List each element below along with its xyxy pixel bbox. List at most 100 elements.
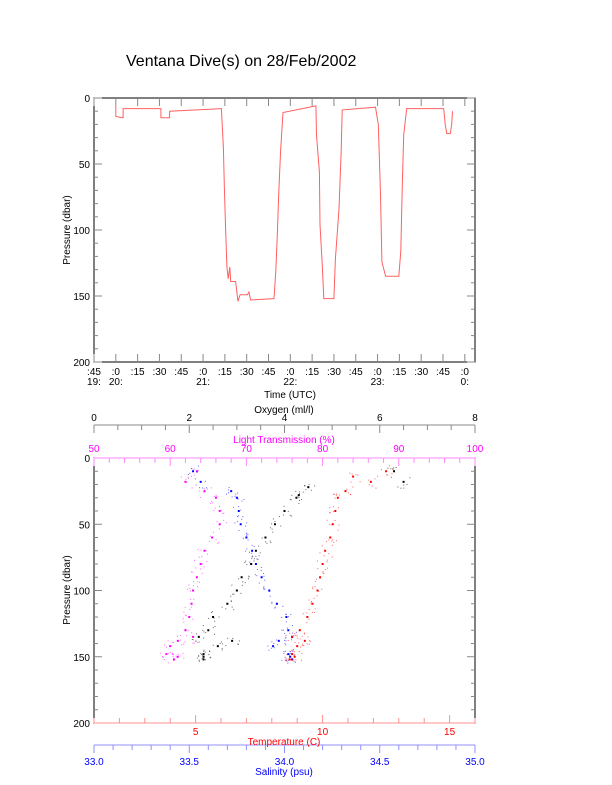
temperature-point	[352, 486, 354, 488]
oxygen-point	[248, 576, 250, 578]
temperature-point	[315, 578, 317, 580]
salinity-point	[277, 639, 280, 642]
oxygen-point	[308, 483, 310, 485]
oxygen-point	[298, 499, 300, 501]
light-transmission-point	[203, 549, 206, 552]
y-tick-label: 200	[73, 358, 90, 369]
oxygen-point	[266, 542, 268, 544]
oxygen-point	[265, 541, 267, 543]
light-transmission-point	[183, 657, 185, 659]
oxygen-point	[202, 653, 205, 656]
temperature-point	[392, 468, 394, 470]
oxygen-point	[395, 466, 397, 468]
oxygen-point	[202, 654, 204, 656]
salinity-point	[284, 637, 286, 639]
salinity-point	[189, 472, 191, 474]
temperature-point	[329, 506, 331, 508]
light-tick-label: 90	[393, 444, 405, 455]
x-tick-hour-label: 0:	[461, 377, 469, 388]
pressure-time-chart: 050100150200:4519::020::15:30:45:021::15…	[62, 94, 476, 401]
light-transmission-point	[167, 652, 169, 654]
temperature-point	[324, 549, 327, 552]
light-transmission-point	[218, 528, 220, 530]
light-transmission-point	[190, 599, 192, 601]
oxygen-point	[307, 486, 310, 489]
temperature-point	[285, 659, 287, 661]
oxygen-point	[212, 644, 214, 646]
oxygen-point	[400, 487, 402, 489]
temperature-point	[332, 511, 334, 513]
temperature-point	[371, 485, 373, 487]
salinity-point	[285, 640, 287, 642]
light-transmission-point	[190, 475, 192, 477]
salinity-point	[237, 516, 239, 518]
salinity-point	[291, 625, 293, 627]
oxygen-point	[213, 633, 215, 635]
salinity-point	[199, 480, 202, 483]
light-transmission-point	[199, 581, 201, 583]
salinity-tick-label: 33.0	[84, 757, 104, 768]
x-tick-label: :30	[240, 367, 254, 378]
salinity-point	[276, 639, 278, 641]
oxygen-point	[248, 551, 250, 553]
light-transmission-point	[172, 652, 174, 654]
oxygen-point	[209, 650, 211, 652]
salinity-point	[242, 516, 244, 518]
salinity-point	[263, 588, 265, 590]
light-transmission-point	[169, 645, 172, 648]
oxygen-point	[214, 620, 216, 622]
temperature-point	[316, 595, 318, 597]
salinity-point	[273, 643, 275, 645]
oxygen-point	[211, 612, 213, 614]
temperature-point	[359, 481, 361, 483]
light-transmission-point	[177, 653, 179, 655]
salinity-point	[194, 478, 196, 480]
salinity-tick-label: 34.5	[370, 757, 390, 768]
temperature-point	[293, 651, 295, 653]
light-transmission-point	[187, 630, 189, 632]
salinity-point	[268, 649, 270, 651]
light-transmission-point	[185, 635, 187, 637]
salinity-point	[254, 563, 257, 565]
oxygen-point	[271, 523, 273, 525]
x-tick-hour-label: 23:	[371, 377, 385, 388]
oxygen-point	[208, 617, 210, 619]
salinity-point	[282, 629, 284, 631]
temperature-point	[299, 629, 301, 631]
temperature-point	[369, 480, 372, 483]
oxygen-point	[271, 528, 273, 530]
temperature-point	[387, 474, 389, 476]
light-transmission-point	[188, 616, 191, 618]
temperature-point	[285, 635, 287, 637]
light-axis-title: Light Transmission (%)	[233, 435, 335, 446]
light-transmission-point	[185, 629, 187, 631]
light-transmission-point	[190, 602, 193, 605]
light-transmission-point	[193, 581, 195, 583]
temperature-point	[311, 602, 314, 605]
oxygen-point	[283, 505, 285, 507]
temperature-point	[291, 653, 293, 655]
y-tick-label: 150	[73, 653, 90, 664]
temperature-point	[314, 608, 316, 610]
salinity-point	[275, 602, 278, 605]
salinity-point	[274, 647, 276, 649]
salinity-point	[253, 545, 255, 547]
light-transmission-point	[184, 641, 186, 643]
salinity-point	[287, 629, 290, 632]
oxygen-point	[297, 495, 299, 497]
temperature-point	[368, 484, 370, 486]
temperature-point	[388, 465, 390, 467]
salinity-point	[254, 574, 256, 576]
light-transmission-point	[159, 652, 161, 654]
light-transmission-point	[180, 476, 182, 478]
light-transmission-point	[222, 512, 224, 514]
temperature-point	[329, 524, 331, 526]
light-transmission-point	[209, 535, 211, 537]
temperature-point	[298, 642, 300, 644]
oxygen-point	[299, 491, 301, 493]
oxygen-tick-label: 8	[472, 413, 478, 424]
salinity-point	[228, 487, 230, 489]
temperature-axis-title: Temperature (C)	[248, 737, 321, 748]
oxygen-point	[233, 593, 235, 595]
light-transmission-point	[208, 540, 210, 542]
